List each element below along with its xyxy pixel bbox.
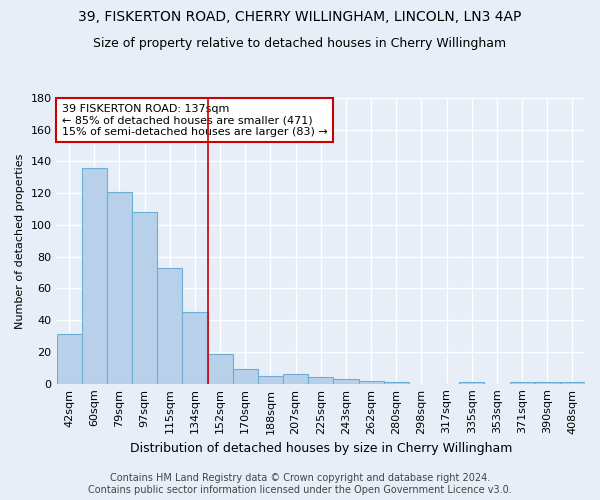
Bar — [334, 379, 359, 384]
Bar — [535, 382, 560, 384]
Text: Size of property relative to detached houses in Cherry Willingham: Size of property relative to detached ho… — [94, 38, 506, 51]
Bar — [560, 382, 585, 384]
Bar — [208, 354, 233, 384]
Bar — [359, 380, 383, 384]
Text: 39, FISKERTON ROAD, CHERRY WILLINGHAM, LINCOLN, LN3 4AP: 39, FISKERTON ROAD, CHERRY WILLINGHAM, L… — [79, 10, 521, 24]
Bar — [132, 212, 157, 384]
Bar — [56, 334, 82, 384]
Bar — [308, 378, 334, 384]
Text: Contains HM Land Registry data © Crown copyright and database right 2024.
Contai: Contains HM Land Registry data © Crown c… — [88, 474, 512, 495]
Bar — [233, 370, 258, 384]
Bar — [258, 376, 283, 384]
Text: 39 FISKERTON ROAD: 137sqm
← 85% of detached houses are smaller (471)
15% of semi: 39 FISKERTON ROAD: 137sqm ← 85% of detac… — [62, 104, 328, 137]
Bar — [82, 168, 107, 384]
Y-axis label: Number of detached properties: Number of detached properties — [15, 153, 25, 328]
Bar — [383, 382, 409, 384]
Bar — [107, 192, 132, 384]
Bar — [157, 268, 182, 384]
Bar — [283, 374, 308, 384]
Bar — [459, 382, 484, 384]
Bar — [182, 312, 208, 384]
Bar — [509, 382, 535, 384]
X-axis label: Distribution of detached houses by size in Cherry Willingham: Distribution of detached houses by size … — [130, 442, 512, 455]
